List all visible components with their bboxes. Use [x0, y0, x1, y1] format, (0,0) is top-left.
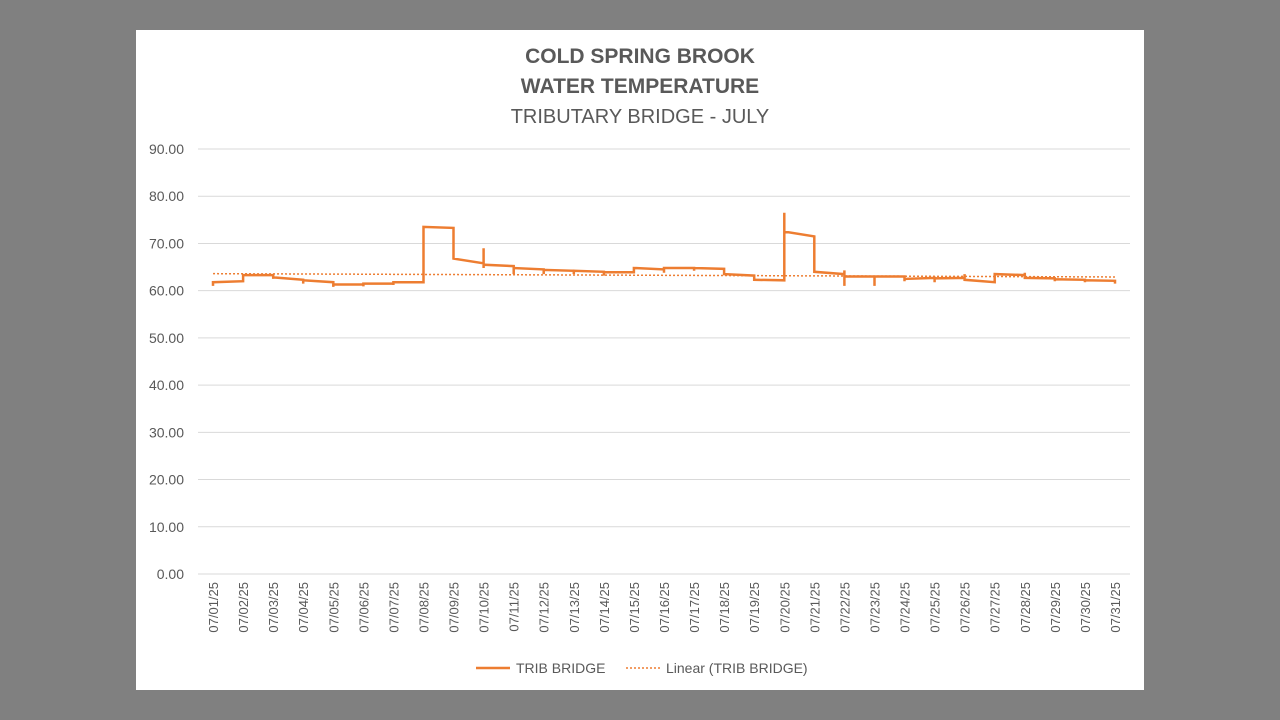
x-tick-label: 07/06/25 — [356, 582, 371, 633]
gridlines — [198, 148, 1130, 575]
x-tick-label: 07/29/25 — [1048, 582, 1063, 633]
y-tick-label: 90.00 — [149, 141, 184, 157]
chart-subtitle-2: TRIBUTARY BRIDGE - JULY — [510, 106, 770, 128]
x-tick-label: 07/10/25 — [477, 582, 492, 633]
x-tick-label: 07/11/25 — [507, 582, 522, 632]
x-tick-label: 07/14/25 — [597, 582, 612, 633]
x-tick-label: 07/23/25 — [867, 582, 882, 633]
y-tick-label: 80.00 — [149, 188, 184, 204]
legend-label-linear-trend: Linear (TRIB BRIDGE) — [666, 660, 808, 676]
chart-title: COLD SPRING BROOK — [525, 45, 755, 68]
chart-plot: 0.00 10.00 20.00 30.00 40.00 50.00 60.00 70.00 8… — [149, 141, 1130, 676]
x-axis-ticks: 07/01/25 07/02/25 07/03/25 07/04/25 07/05/25… — [206, 582, 1123, 633]
y-tick-label: 70.00 — [149, 235, 184, 251]
x-tick-label: 07/12/25 — [537, 582, 552, 633]
y-tick-label: 60.00 — [149, 283, 184, 299]
x-tick-label: 07/30/25 — [1078, 582, 1093, 633]
x-tick-label: 07/26/25 — [958, 582, 973, 633]
y-tick-label: 20.00 — [149, 472, 184, 488]
x-tick-label: 07/07/25 — [386, 582, 401, 633]
legend: TRIB BRIDGE Linear (TRIB BRIDGE) — [476, 660, 808, 676]
series-line-trib-bridge — [211, 212, 1117, 287]
x-tick-label: 07/03/25 — [266, 582, 281, 633]
y-tick-label: 40.00 — [149, 377, 184, 393]
x-tick-label: 07/31/25 — [1108, 582, 1123, 633]
y-tick-label: 0.00 — [157, 566, 184, 582]
x-tick-label: 07/24/25 — [898, 582, 913, 633]
chart-card: COLD SPRING BROOK WATER TEMPERATURE TRIB… — [136, 30, 1144, 690]
x-tick-label: 07/05/25 — [326, 582, 341, 633]
x-tick-label: 07/01/25 — [206, 582, 221, 633]
y-tick-label: 50.00 — [149, 330, 184, 346]
x-tick-label: 07/08/25 — [416, 582, 431, 633]
trendline-linear — [213, 272, 1115, 278]
x-tick-label: 07/20/25 — [777, 582, 792, 633]
x-tick-label: 07/22/25 — [837, 582, 852, 633]
chart-subtitle: WATER TEMPERATURE — [520, 75, 760, 98]
x-tick-label: 07/16/25 — [657, 582, 672, 633]
x-tick-label: 07/13/25 — [567, 582, 582, 633]
x-tick-label: 07/27/25 — [988, 582, 1003, 633]
x-tick-label: 07/21/25 — [807, 582, 822, 633]
x-tick-label: 07/15/25 — [627, 582, 642, 633]
x-tick-label: 07/17/25 — [687, 582, 702, 633]
y-tick-label: 30.00 — [149, 424, 184, 440]
chart-titles: COLD SPRING BROOK WATER TEMPERATURE TRIB… — [136, 42, 1144, 132]
x-tick-label: 07/04/25 — [296, 582, 311, 633]
legend-label-trib-bridge: TRIB BRIDGE — [516, 660, 605, 676]
x-tick-label: 07/28/25 — [1018, 582, 1033, 633]
x-tick-label: 07/25/25 — [928, 582, 943, 633]
x-tick-label: 07/19/25 — [747, 582, 762, 633]
x-tick-label: 07/18/25 — [717, 582, 732, 633]
y-tick-label: 10.00 — [149, 519, 184, 535]
series-layer — [211, 212, 1117, 287]
x-tick-label: 07/02/25 — [236, 582, 251, 633]
y-axis-ticks: 0.00 10.00 20.00 30.00 40.00 50.00 60.00 70.00 8… — [149, 141, 184, 582]
x-tick-label: 07/09/25 — [447, 582, 462, 633]
